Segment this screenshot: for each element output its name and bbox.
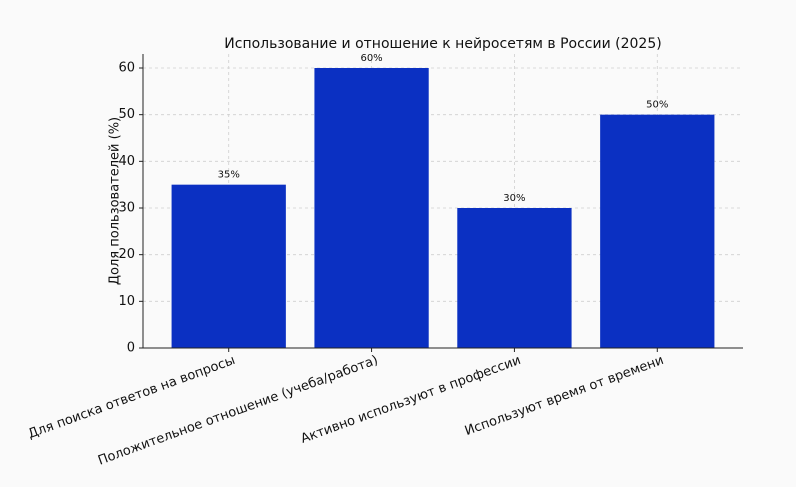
y-tick-label: 40 [118, 154, 135, 169]
y-tick-label: 20 [118, 247, 135, 262]
y-tick-label: 50 [118, 107, 135, 122]
value-label: 35% [218, 170, 240, 181]
value-label: 60% [360, 53, 382, 64]
chart-title: Использование и отношение к нейросетям в… [224, 36, 661, 52]
bar [314, 68, 429, 348]
y-tick-label: 0 [127, 341, 135, 356]
bar [600, 114, 715, 349]
y-tick-label: 30 [118, 201, 135, 216]
bar [171, 184, 286, 348]
y-axis-label: Доля пользователей (%) [108, 117, 123, 285]
value-label: 50% [646, 100, 668, 111]
x-tick-label: Положительное отношение (учеба/работа) [96, 353, 380, 469]
y-tick-label: 60 [118, 61, 135, 76]
value-label: 30% [503, 193, 525, 204]
x-tick-label: Активно используют в профессии [299, 353, 523, 447]
bar [457, 208, 572, 348]
y-tick-label: 10 [118, 294, 135, 309]
